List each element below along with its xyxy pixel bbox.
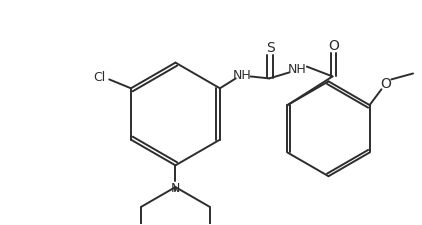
Text: NH: NH bbox=[232, 69, 251, 82]
Text: N: N bbox=[171, 181, 180, 194]
Text: NH: NH bbox=[287, 63, 306, 76]
Text: O: O bbox=[380, 77, 391, 91]
Text: S: S bbox=[266, 41, 275, 55]
Text: Cl: Cl bbox=[93, 71, 106, 83]
Text: O: O bbox=[328, 39, 339, 53]
